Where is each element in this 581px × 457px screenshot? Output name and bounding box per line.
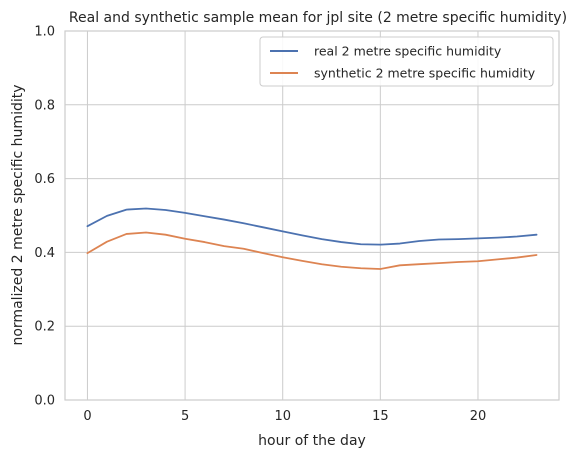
y-tick-label: 0.0 [34,394,55,409]
x-tick-label: 15 [372,409,389,424]
y-axis-label: normalized 2 metre specific humidity [10,84,26,345]
x-tick-label: 10 [274,409,291,424]
x-tick-label: 0 [83,409,91,424]
x-axis-label: hour of the day [258,433,366,449]
series-line-real [86,207,538,246]
legend: real 2 metre specific humidity synthetic… [259,36,554,87]
chart-title: Real and synthetic sample mean for jpl s… [69,10,567,26]
x-tick-label: 20 [470,409,487,424]
y-tick-label: 0.8 [34,98,55,113]
y-tick-label: 0.2 [34,320,55,335]
legend-box [259,36,554,87]
y-tick-label: 0.6 [34,172,55,187]
legend-entry-real: real 2 metre specific humidity [314,44,502,59]
x-tick-label: 5 [181,409,189,424]
plot-frame [64,30,560,401]
legend-entry-synthetic: synthetic 2 metre specific humidity [314,66,536,81]
series-lines [86,207,538,270]
y-tick-label: 0.4 [34,246,55,261]
tick-labels: 0 5 10 15 20 0.0 0.2 0.4 0.6 0.8 1.0 [34,25,486,425]
y-tick-label: 1.0 [34,25,55,40]
series-line-synthetic [86,231,538,270]
